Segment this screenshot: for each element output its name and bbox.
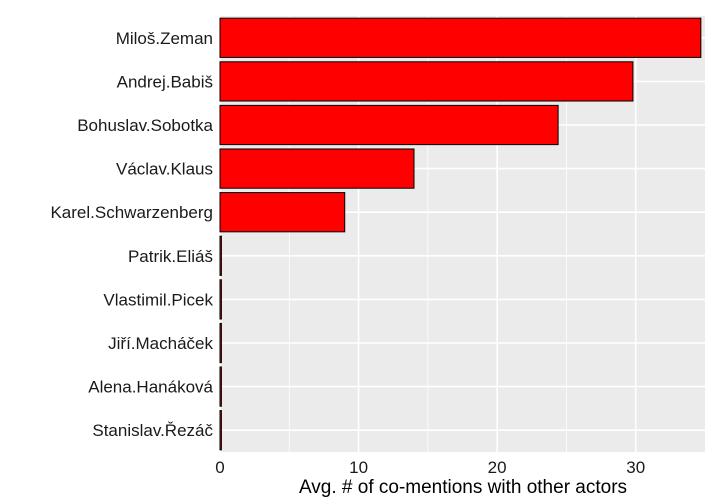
- x-tick-label: 20: [488, 458, 507, 477]
- y-tick-label: Miloš.Zeman: [116, 29, 213, 48]
- bar: [219, 192, 346, 233]
- bar: [219, 61, 634, 102]
- bar: [219, 410, 222, 451]
- x-tick-label: 10: [349, 458, 368, 477]
- y-tick-label: Andrej.Babiš: [117, 72, 213, 91]
- x-axis-title: Avg. # of co-mentions with other actors: [299, 477, 627, 498]
- y-tick-label: Vlastimil.Picek: [103, 290, 213, 309]
- y-tick-label: Václav.Klaus: [116, 160, 213, 179]
- bar: [219, 322, 222, 364]
- y-tick-label: Alena.Hanáková: [88, 378, 213, 397]
- bars: [219, 17, 702, 451]
- bar: [219, 148, 415, 189]
- bar: [219, 17, 702, 58]
- y-tick-label: Patrik.Eliáš: [128, 247, 213, 266]
- x-tick-label: 0: [215, 458, 224, 477]
- bar: [219, 235, 222, 276]
- x-tick-label: 30: [626, 458, 645, 477]
- bar: [219, 104, 559, 146]
- y-tick-label: Karel.Schwarzenberg: [50, 203, 213, 222]
- x-tick-labels: 0 10 20 30: [215, 458, 645, 477]
- bar: [219, 366, 222, 407]
- y-tick-label: Bohuslav.Sobotka: [77, 116, 213, 135]
- y-tick-label: Stanislav.Řezáč: [92, 421, 213, 440]
- y-tick-label: Jiří.Macháček: [108, 334, 213, 353]
- bar: [219, 279, 222, 320]
- y-tick-labels: Miloš.Zeman Andrej.Babiš Bohuslav.Sobotka V…: [50, 29, 213, 440]
